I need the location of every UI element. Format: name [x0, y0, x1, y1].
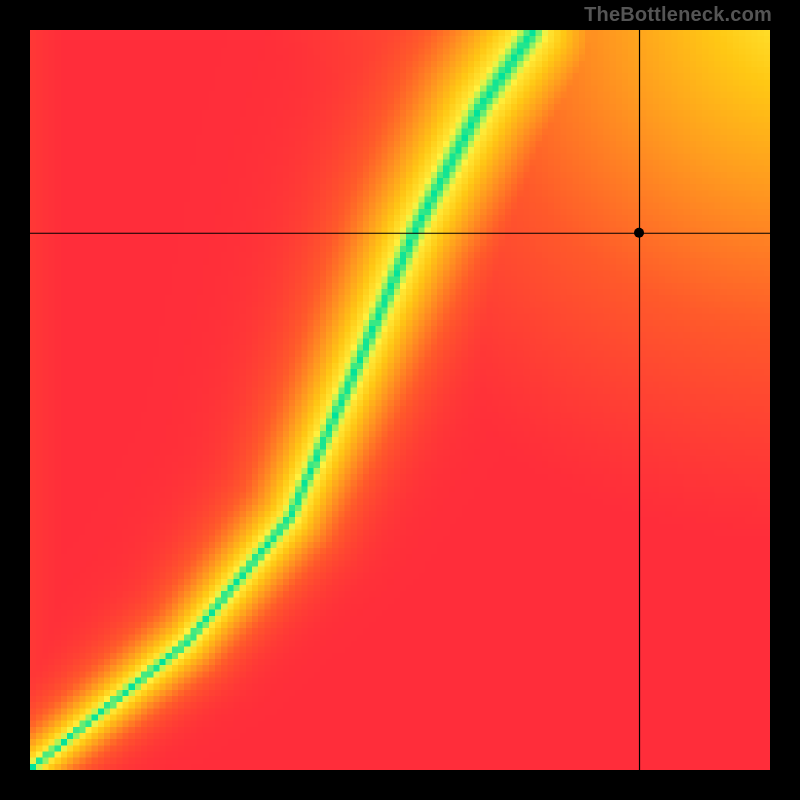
watermark-text: TheBottleneck.com	[584, 4, 772, 27]
plot-area	[30, 30, 770, 770]
overlay-canvas	[30, 30, 770, 770]
chart-stage: TheBottleneck.com	[0, 0, 800, 800]
